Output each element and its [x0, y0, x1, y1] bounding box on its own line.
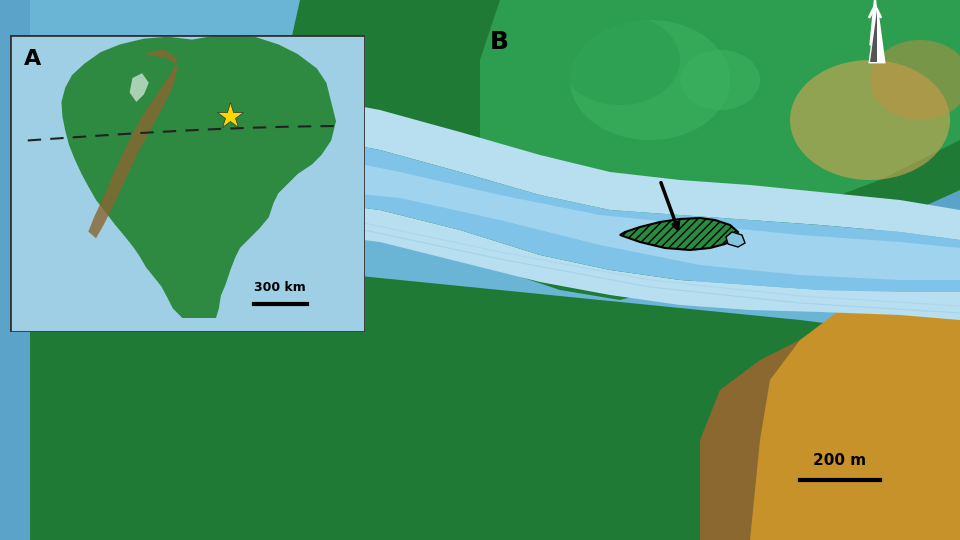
Polygon shape: [30, 78, 960, 240]
Polygon shape: [877, 10, 884, 62]
Ellipse shape: [560, 15, 680, 105]
Polygon shape: [130, 73, 149, 102]
Text: 200 m: 200 m: [813, 453, 867, 468]
Polygon shape: [30, 200, 960, 320]
Polygon shape: [870, 10, 877, 62]
Polygon shape: [211, 59, 288, 222]
Ellipse shape: [680, 50, 760, 110]
Polygon shape: [700, 290, 960, 540]
Ellipse shape: [870, 40, 960, 120]
Text: A: A: [24, 49, 41, 69]
Text: B: B: [490, 30, 509, 54]
Polygon shape: [726, 232, 745, 247]
Polygon shape: [30, 110, 960, 292]
Ellipse shape: [790, 60, 950, 180]
Polygon shape: [30, 128, 960, 280]
Text: 300 km: 300 km: [254, 281, 306, 294]
Polygon shape: [88, 49, 178, 238]
Polygon shape: [61, 35, 336, 318]
Polygon shape: [750, 240, 960, 540]
Ellipse shape: [750, 25, 850, 95]
Polygon shape: [30, 220, 960, 540]
Ellipse shape: [570, 20, 730, 140]
Polygon shape: [620, 218, 738, 250]
Polygon shape: [280, 0, 960, 300]
Polygon shape: [480, 0, 960, 240]
Polygon shape: [870, 0, 880, 45]
